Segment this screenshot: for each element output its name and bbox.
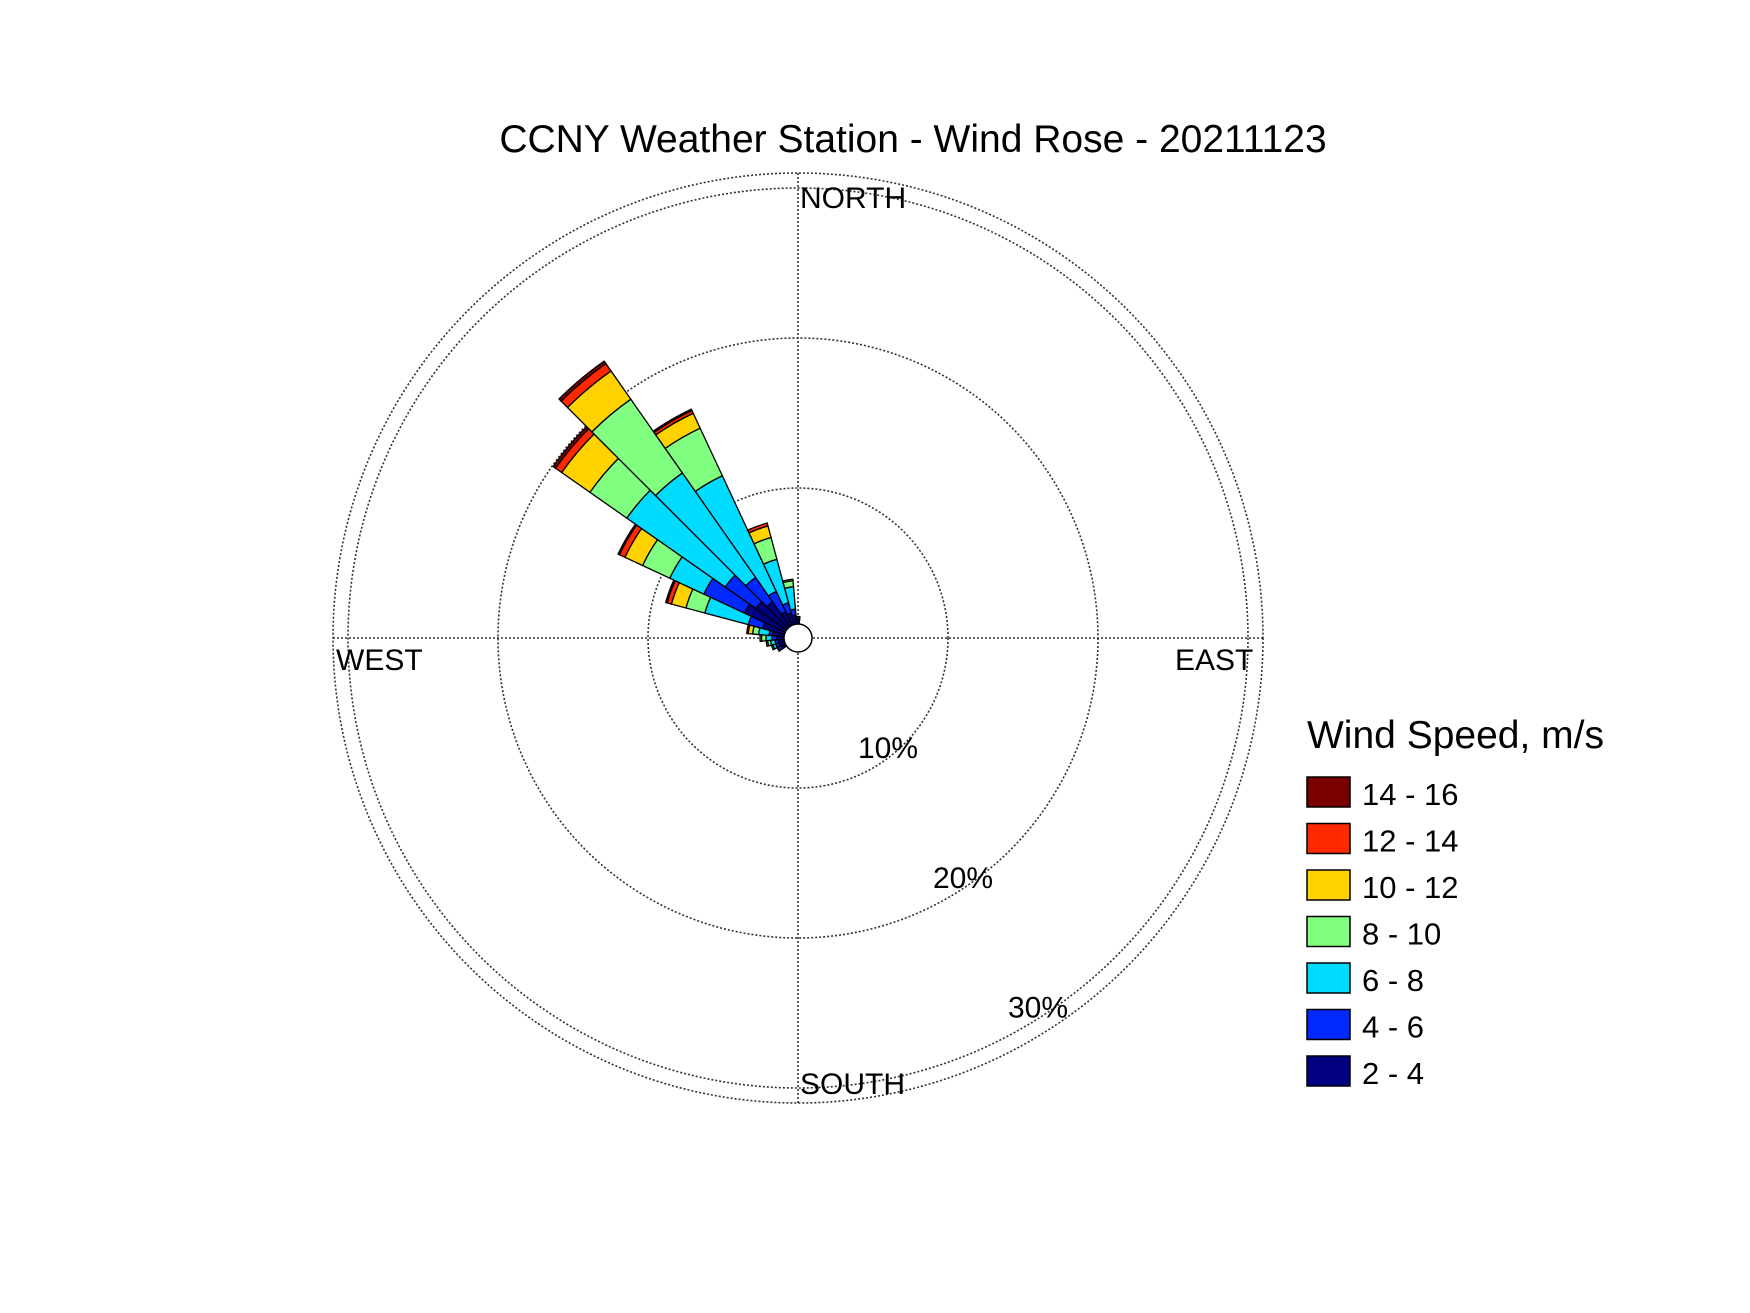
legend-label: 10 - 12 [1362, 870, 1459, 905]
legend: 14 - 16 12 - 14 10 - 12 8 - 10 6 - 8 4 - 6 2 -… [1306, 776, 1459, 1091]
legend-swatch [1306, 822, 1351, 855]
wind-sector-segment [652, 408, 693, 434]
wind-sector-segment [746, 522, 769, 534]
ring-label: 10% [858, 732, 918, 765]
north-label: NORTH [800, 182, 906, 215]
legend-label: 6 - 8 [1362, 963, 1424, 998]
wind-sector-segment [776, 646, 782, 653]
wind-sector-segment [781, 578, 794, 584]
legend-label: 14 - 16 [1362, 777, 1459, 812]
legend-title: Wind Speed, m/s [1307, 714, 1604, 757]
legend-label: 12 - 14 [1362, 824, 1459, 859]
west-label: WEST [336, 644, 423, 677]
legend-label: 8 - 10 [1362, 917, 1441, 952]
legend-label: 4 - 6 [1362, 1010, 1424, 1045]
ring-labels: 10% 20% 30% [858, 732, 1068, 1025]
wind-sector-segment [558, 360, 607, 403]
legend-swatch [1306, 915, 1351, 948]
wind-sectors [552, 360, 801, 653]
ring-label: 20% [933, 862, 993, 895]
center-hole [783, 623, 813, 653]
south-label: SOUTH [800, 1068, 905, 1101]
chart-title: CCNY Weather Station - Wind Rose - 20211… [499, 118, 1326, 161]
wind-sector-segment [795, 615, 801, 619]
east-label: EAST [1175, 644, 1253, 677]
wind-sector-segment [759, 633, 763, 643]
ring-label: 30% [1008, 992, 1068, 1025]
legend-swatch [1306, 962, 1351, 994]
legend-swatch [1306, 869, 1351, 901]
legend-swatch [1306, 1008, 1351, 1041]
legend-label: 2 - 4 [1362, 1056, 1424, 1091]
grid-ring [347, 187, 1249, 1089]
legend-swatch [1306, 1055, 1351, 1087]
legend-swatch [1306, 776, 1351, 808]
wind-sector-segment [765, 639, 770, 648]
grid-ring [647, 487, 949, 789]
wind-sector-segment [770, 643, 776, 651]
